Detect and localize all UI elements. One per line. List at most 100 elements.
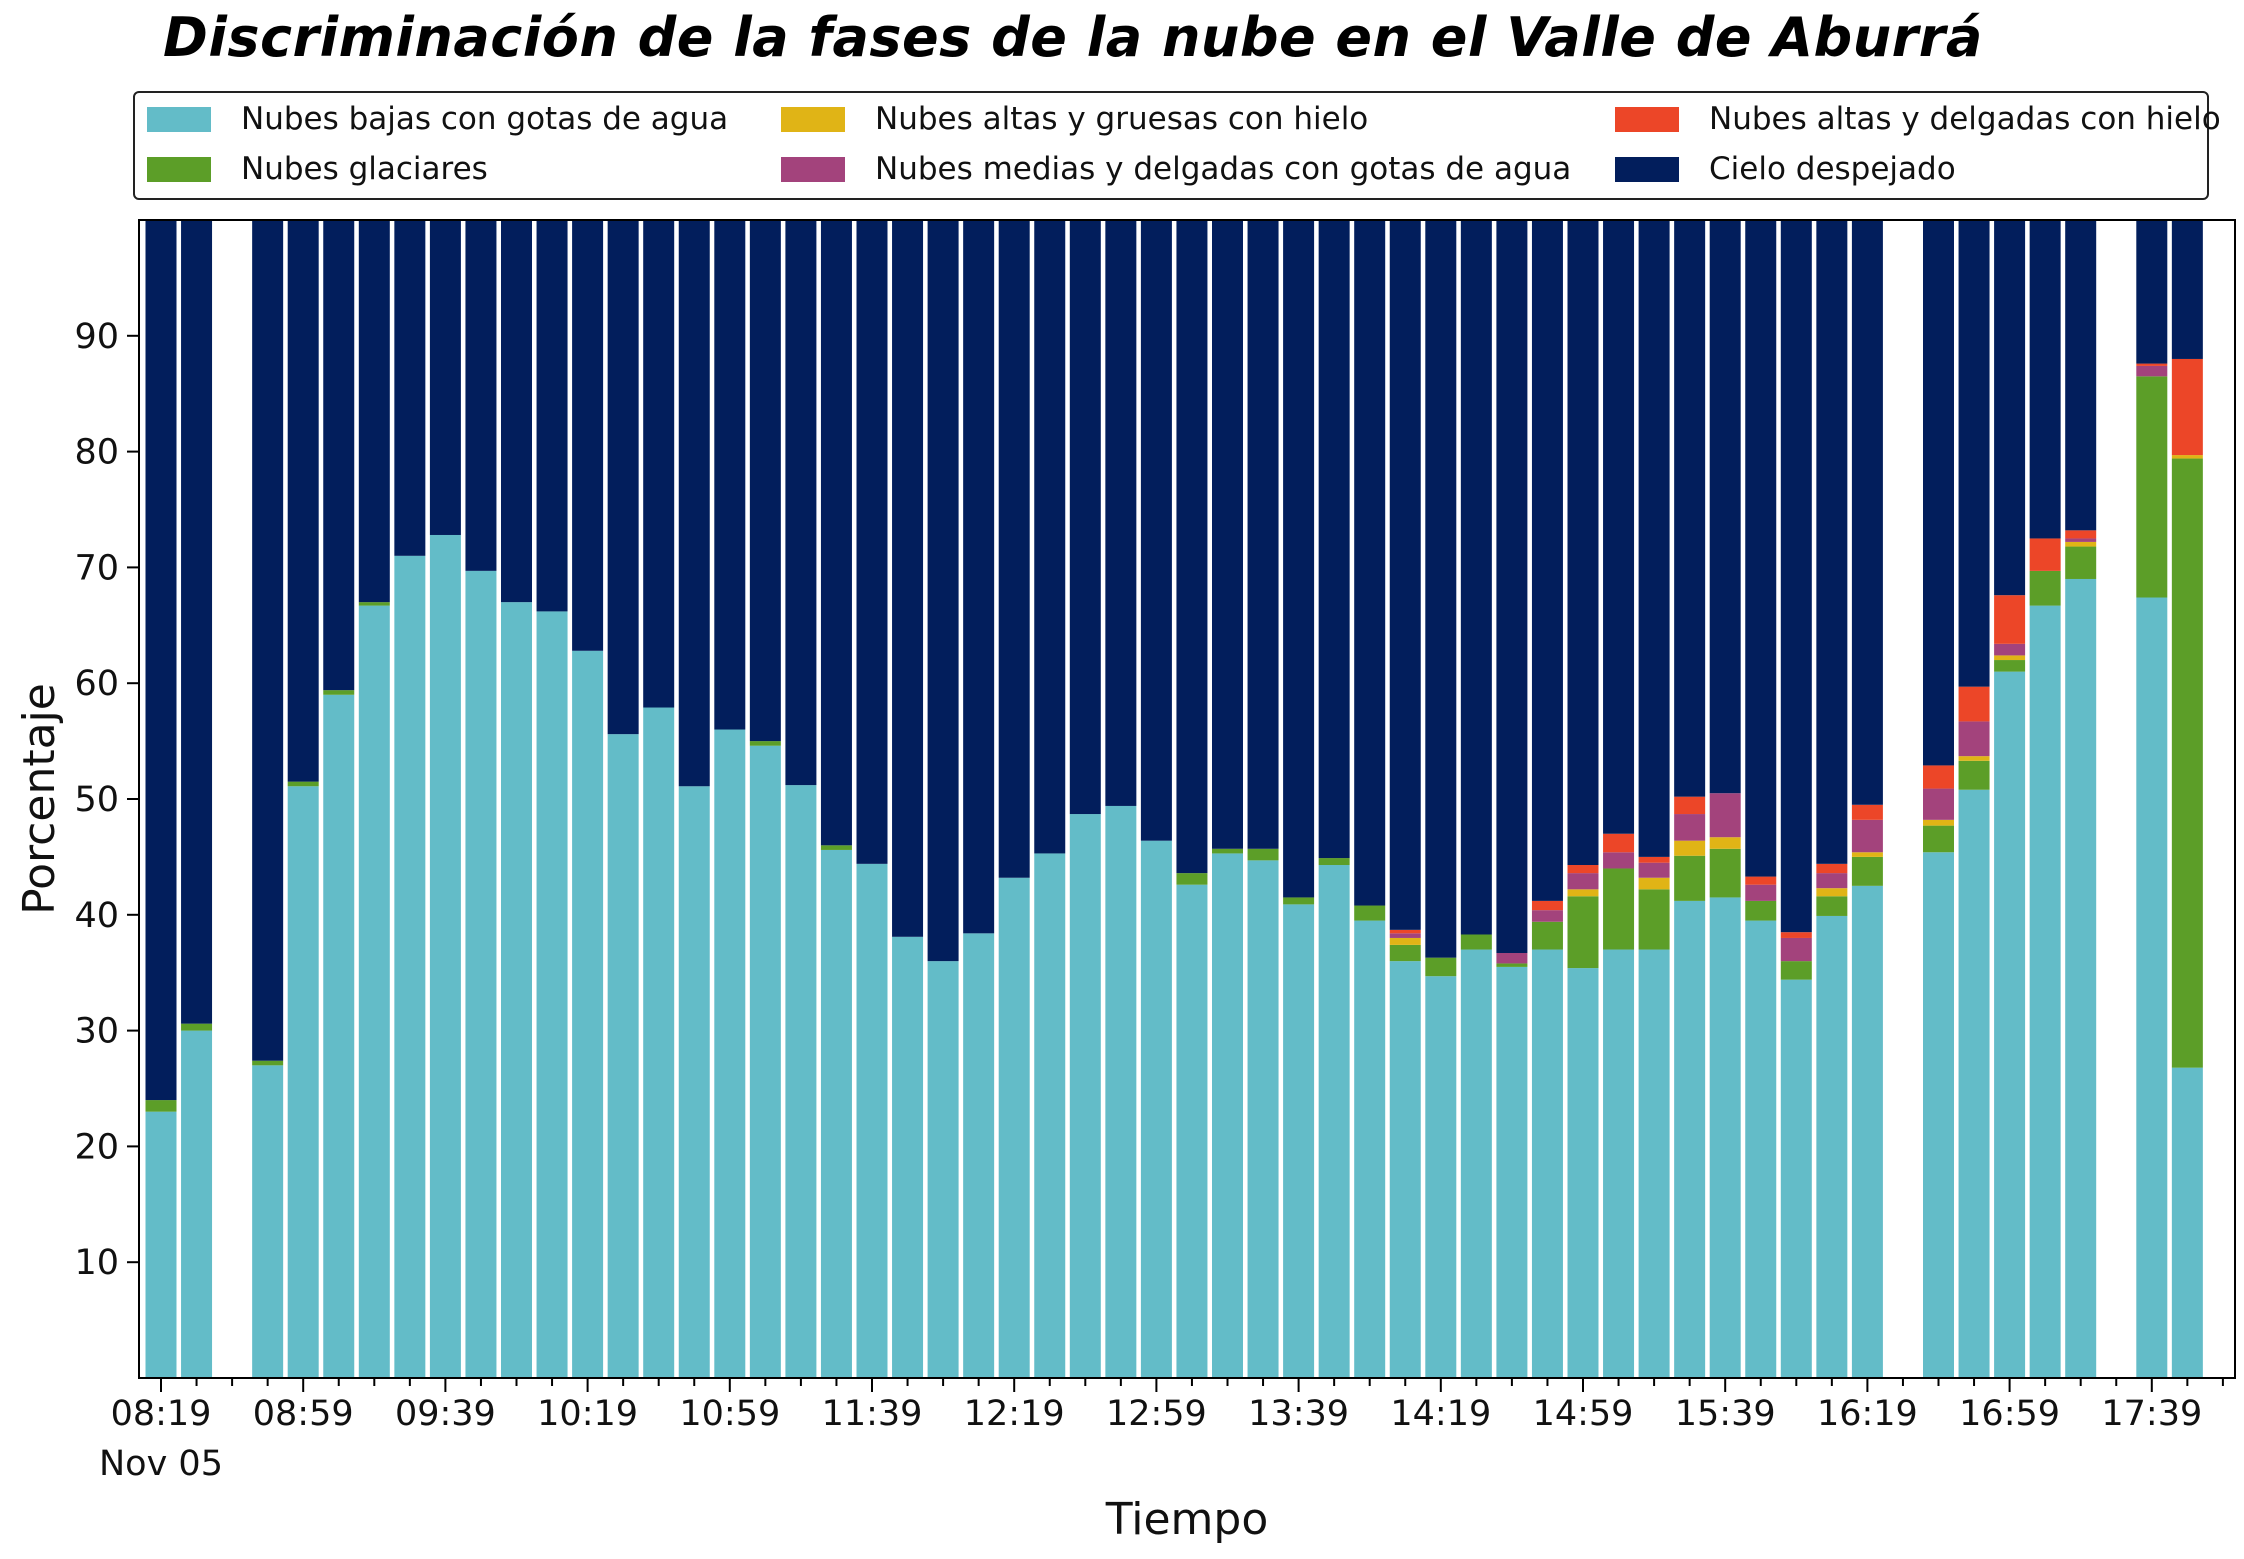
bar-segment-clear xyxy=(1958,220,1990,687)
bar-16:49 xyxy=(1958,220,1990,1378)
bar-segment-glacial xyxy=(2065,546,2097,579)
bar-segment-mid_thin_water xyxy=(1567,873,1599,890)
bar-08:59 xyxy=(287,220,319,1378)
bar-segment-glacial xyxy=(2136,376,2168,598)
bar-segment-glacial xyxy=(1603,868,1635,950)
bar-segment-clear xyxy=(1425,220,1457,958)
bar-segment-high_thin_ice xyxy=(1816,863,1848,874)
bar-10:39 xyxy=(643,220,675,1378)
bar-segment-low_water xyxy=(2065,578,2097,1378)
bar-segment-mid_thin_water xyxy=(1709,793,1741,838)
legend-swatch-high_thin_ice xyxy=(1615,106,1679,132)
bar-segment-high_thick_ice xyxy=(1923,819,1954,826)
bar-09:29 xyxy=(394,220,426,1378)
bar-segment-low_water xyxy=(1923,852,1954,1378)
bar-11:29 xyxy=(820,220,852,1378)
bar-segment-high_thick_ice xyxy=(2171,455,2203,459)
legend-swatch-mid_thin_water xyxy=(781,156,845,182)
bar-segment-low_water xyxy=(323,694,355,1378)
bar-segment-low_water xyxy=(785,785,817,1378)
bar-15:39 xyxy=(1709,220,1741,1378)
bar-13:19 xyxy=(1212,220,1243,1378)
bar-segment-low_water xyxy=(1354,920,1386,1378)
legend-swatch-high_thick_ice xyxy=(781,106,845,132)
bar-segment-clear xyxy=(323,220,355,691)
bar-segment-clear xyxy=(1709,220,1741,794)
bar-segment-mid_thin_water xyxy=(1994,643,2026,656)
bar-12:09 xyxy=(963,220,995,1378)
bar-10:09 xyxy=(536,220,568,1378)
bar-13:49 xyxy=(1318,220,1350,1378)
bar-09:49 xyxy=(465,220,497,1378)
legend-label-mid_thin_water: Nubes medias y delgadas con gotas de agu… xyxy=(875,151,1572,187)
bar-09:39 xyxy=(429,220,461,1378)
bar-09:59 xyxy=(501,220,532,1378)
bar-segment-glacial xyxy=(1780,961,1812,980)
bar-segment-high_thin_ice xyxy=(2065,530,2097,539)
bar-segment-low_water xyxy=(1176,884,1208,1378)
bar-segment-low_water xyxy=(1140,840,1172,1378)
y-tick-label: 30 xyxy=(74,1012,119,1052)
bar-segment-low_water xyxy=(145,1111,177,1378)
bar-segment-low_water xyxy=(1425,976,1457,1378)
x-tick-label: 08:59 xyxy=(253,1394,354,1434)
bar-segment-clear xyxy=(1638,220,1670,857)
bar-segment-high_thick_ice xyxy=(2065,541,2097,547)
x-tick-label: 13:39 xyxy=(1248,1394,1349,1434)
bar-segment-mid_thin_water xyxy=(1531,910,1563,922)
bar-15:09 xyxy=(1603,220,1635,1378)
bar-10:49 xyxy=(678,220,710,1378)
bar-segment-low_water xyxy=(252,1065,284,1378)
bar-segment-low_water xyxy=(1816,915,1848,1378)
bar-13:39 xyxy=(1283,220,1315,1378)
bar-11:39 xyxy=(856,220,888,1378)
bar-segment-clear xyxy=(607,220,639,735)
bar-segment-low_water xyxy=(1318,865,1350,1378)
x-tick-label: 15:39 xyxy=(1675,1394,1776,1434)
legend-item-high_thick_ice: Nubes altas y gruesas con hielo xyxy=(781,99,1368,139)
bar-segment-high_thin_ice xyxy=(1958,686,1990,722)
bar-segment-high_thin_ice xyxy=(1638,856,1670,863)
bar-segment-low_water xyxy=(927,961,959,1378)
bar-segment-low_water xyxy=(1603,949,1635,1378)
bar-segment-clear xyxy=(1176,220,1208,874)
bar-segment-low_water xyxy=(678,786,710,1378)
bar-segment-clear xyxy=(1283,220,1315,898)
bar-17:39 xyxy=(2136,220,2168,1378)
bar-12:39 xyxy=(1069,220,1101,1378)
bar-11:09 xyxy=(749,220,781,1378)
bar-segment-clear xyxy=(2029,220,2061,539)
bar-segment-low_water xyxy=(998,877,1030,1378)
bar-10:19 xyxy=(572,220,604,1378)
bar-segment-clear xyxy=(2136,220,2168,364)
bar-15:29 xyxy=(1674,220,1706,1378)
bar-16:09 xyxy=(1816,220,1848,1378)
bar-17:09 xyxy=(2029,220,2061,1378)
x-tick-label: 14:19 xyxy=(1390,1394,1491,1434)
bar-segment-low_water xyxy=(1638,949,1670,1378)
bar-segment-clear xyxy=(1780,220,1812,933)
bar-segment-glacial xyxy=(1674,855,1706,901)
x-date-label: Nov 05 xyxy=(99,1444,223,1484)
bar-segment-clear xyxy=(1105,220,1137,806)
bar-segment-high_thick_ice xyxy=(1389,937,1421,945)
bar-15:49 xyxy=(1745,220,1777,1378)
y-tick-label: 80 xyxy=(74,433,119,473)
bar-14:09 xyxy=(1389,220,1421,1378)
bar-segment-clear xyxy=(181,220,213,1024)
legend-swatch-clear xyxy=(1615,156,1679,182)
bar-segment-clear xyxy=(998,220,1030,878)
bar-segment-high_thin_ice xyxy=(2029,538,2061,571)
bar-segment-clear xyxy=(785,220,817,786)
bar-segment-clear xyxy=(2065,220,2097,531)
bar-08:29 xyxy=(181,220,213,1378)
bar-segment-low_water xyxy=(429,534,461,1378)
bar-17:19 xyxy=(2065,220,2097,1378)
bar-segment-low_water xyxy=(1105,805,1137,1378)
x-tick-label: 10:19 xyxy=(537,1394,638,1434)
bar-segment-high_thin_ice xyxy=(2136,363,2168,366)
bar-segment-clear xyxy=(1994,220,2026,596)
bar-segment-low_water xyxy=(2136,597,2168,1378)
bar-segment-low_water xyxy=(1958,789,1990,1378)
bar-segment-low_water xyxy=(1567,968,1599,1378)
